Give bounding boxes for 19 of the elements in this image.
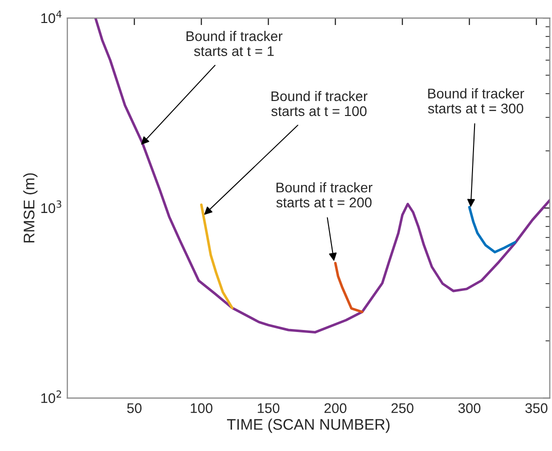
x-tick-label: 250 bbox=[391, 403, 414, 414]
annotation: Bound if tracker starts at t = 1 bbox=[186, 30, 282, 56]
line-series bbox=[334, 262, 364, 314]
line-series bbox=[94, 18, 550, 334]
x-tick-label: 350 bbox=[525, 403, 548, 414]
annotation: Bound if tracker starts at t = 200 bbox=[276, 182, 372, 208]
x-axis-title: TIME (SCAN NUMBER) bbox=[227, 418, 390, 433]
annotation: Bound if tracker starts at t = 300 bbox=[428, 88, 524, 114]
y-tick-label: 10$^{2}$ bbox=[41, 390, 62, 404]
x-tick-label: 150 bbox=[258, 403, 280, 414]
x-tick-label: 100 bbox=[190, 403, 212, 414]
y-tick-label: 10$^{4}$ bbox=[41, 10, 62, 24]
x-tick-label: 300 bbox=[458, 403, 480, 414]
y-tick-label: 10$^{3}$ bbox=[41, 200, 62, 214]
x-tick-label: 200 bbox=[324, 403, 346, 414]
y-axis-title: RMSE (m) bbox=[23, 173, 38, 242]
x-tick-label: 50 bbox=[127, 403, 142, 414]
line-series bbox=[200, 204, 234, 310]
annotation: Bound if tracker starts at t = 100 bbox=[271, 90, 368, 116]
